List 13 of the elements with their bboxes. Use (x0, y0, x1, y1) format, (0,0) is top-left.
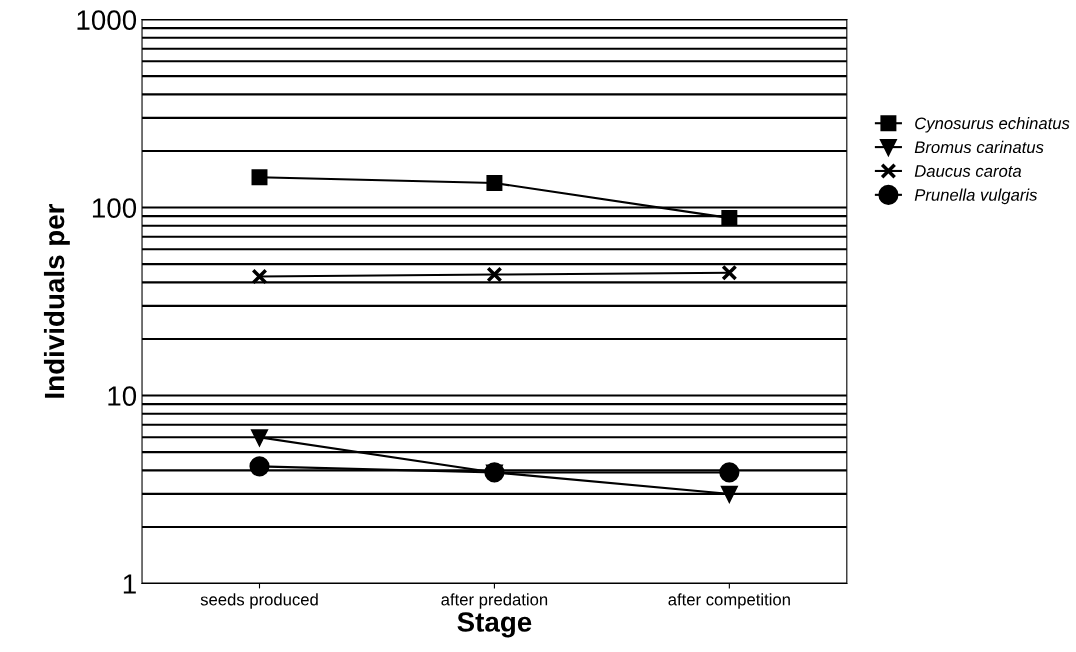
x-tick-label: after competition (668, 593, 790, 609)
x-axis-title: Stage (457, 612, 532, 638)
legend-label: Cynosurus echinatus (915, 116, 1070, 133)
y-axis-title: Individuals per (43, 203, 70, 398)
y-tick-label: 10 (108, 386, 137, 406)
x-tick-label: seeds produced (200, 593, 318, 609)
y-tick-label: 1000 (77, 10, 137, 30)
y-tick-label: 100 (92, 198, 137, 218)
legend-label: Prunella vulgaris (914, 188, 1038, 205)
legend-label: Bromus carinatus (914, 140, 1044, 154)
x-tick-label: after predation (441, 593, 548, 609)
y-tick-label: 1 (123, 574, 136, 594)
legend-label: Daucus carota (914, 165, 1022, 177)
